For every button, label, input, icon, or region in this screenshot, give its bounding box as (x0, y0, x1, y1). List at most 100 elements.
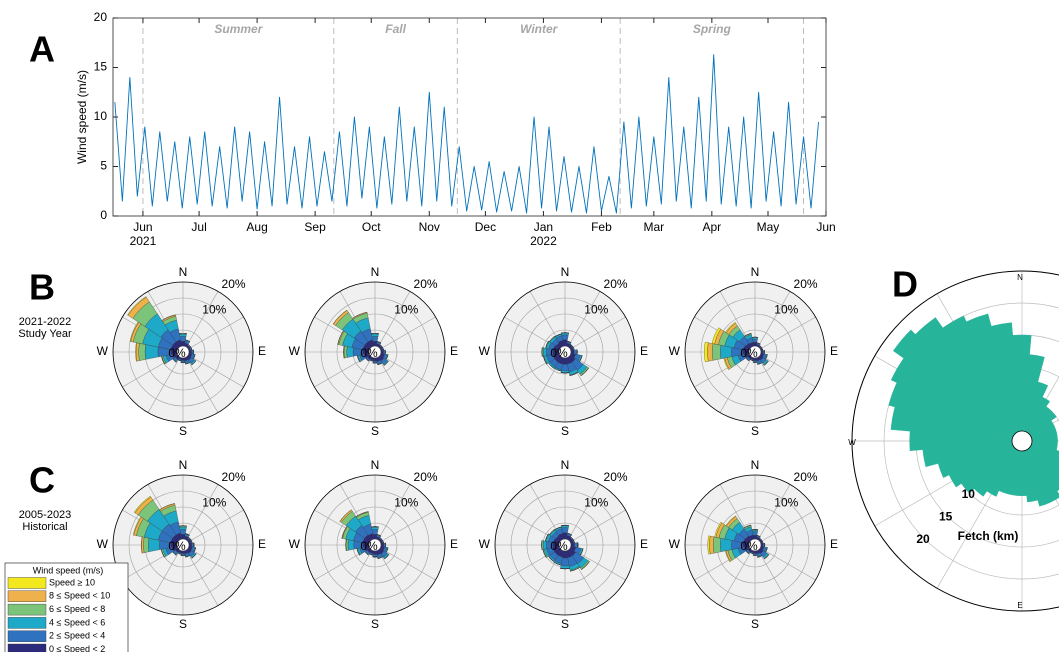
compass-label: W (669, 537, 681, 551)
compass-label: W (479, 344, 491, 358)
x-tick-label: Dec (475, 220, 496, 234)
compass-label: E (640, 344, 648, 358)
legend-swatch (7, 590, 47, 602)
compass-label: W (479, 537, 491, 551)
rose-segment (177, 359, 182, 362)
season-label: Fall (385, 22, 406, 36)
compass-label: S (751, 617, 759, 631)
rose-frame (494, 474, 636, 616)
rose-segment (159, 503, 175, 511)
rose-segment (561, 334, 569, 341)
rose-segment (764, 554, 770, 560)
legend-label: 6 ≤ Speed < 8 (49, 604, 105, 614)
rose-segment (372, 554, 378, 557)
rose-segment (371, 527, 379, 530)
panel-label: A (29, 29, 55, 70)
legend-label: 4 ≤ Speed < 6 (49, 617, 105, 627)
compass-label: S (561, 424, 569, 438)
rose-segment (132, 516, 142, 536)
compass-label: N (1017, 273, 1023, 282)
rose-segment (179, 526, 187, 530)
rose-segment (752, 531, 758, 536)
rose-frame (112, 474, 254, 616)
compass-label: N (179, 265, 188, 279)
fetch-tick-label: 15 (939, 510, 953, 524)
rose-segment (377, 341, 382, 344)
rose-segment (567, 533, 572, 536)
compass-label: W (669, 344, 681, 358)
rose-frame (304, 281, 446, 423)
x-tick-label: Feb (591, 220, 612, 234)
rose-segment (752, 338, 758, 343)
rose-segment (713, 536, 722, 554)
rose-segment (377, 362, 383, 365)
compass-label: E (640, 537, 648, 551)
rose-spoke (719, 544, 756, 606)
rose-spoke (374, 484, 411, 546)
rose-segment (148, 538, 161, 552)
rose-segment (560, 565, 570, 569)
rose-segment (339, 509, 352, 522)
wind-speed-line (114, 54, 819, 214)
rose-segment (752, 553, 758, 556)
rose-segment (561, 527, 569, 534)
compass-label: W (97, 344, 109, 358)
rose-spoke (339, 351, 376, 413)
r-tick-label: 10% (584, 303, 608, 317)
compass-label: E (258, 344, 266, 358)
y-tick-label: 5 (100, 159, 107, 173)
rose-segment (761, 540, 764, 544)
compass-label: E (450, 344, 458, 358)
compass-label: S (561, 617, 569, 631)
rose-segment (725, 322, 736, 333)
rose-segment (352, 312, 368, 319)
rose-center (748, 538, 762, 552)
rose-center (368, 345, 382, 359)
rose-segment (191, 360, 197, 366)
rose-segment (191, 349, 194, 355)
x-tick-label: Mar (643, 220, 664, 234)
compass-label: S (179, 617, 187, 631)
compass-label: E (450, 537, 458, 551)
r-tick-label: 10% (202, 496, 226, 510)
rose-segment (707, 342, 714, 362)
r-tick-label: 10% (394, 496, 418, 510)
compass-label: E (258, 537, 266, 551)
compass-label: S (179, 424, 187, 438)
rose-spoke (182, 316, 244, 353)
rose-segment (177, 552, 182, 555)
rose-segment (573, 349, 577, 355)
rose-segment (711, 327, 721, 345)
rose-segment (332, 309, 348, 325)
compass-label: N (179, 458, 188, 472)
rose-spoke (754, 316, 816, 353)
r-tick-label: 10% (394, 303, 418, 317)
rose-segment (138, 343, 146, 361)
rose-spoke (719, 351, 756, 413)
r-tick-label: 20% (414, 277, 438, 291)
rose-center (176, 538, 190, 552)
legend-swatch (7, 577, 47, 589)
x-tick-label: Nov (419, 220, 440, 234)
year-label: 2022 (530, 234, 557, 248)
rose-segment (704, 341, 709, 363)
fetch-axis-title: Fetch (km) (958, 529, 1019, 543)
rose-segment (369, 359, 374, 362)
rose-segment (709, 535, 715, 555)
season-label: Spring (693, 22, 732, 36)
r-tick-label: 20% (414, 470, 438, 484)
r-tick-label: 0% (740, 346, 758, 360)
rose-segment (191, 542, 194, 548)
r-tick-label: 10% (774, 496, 798, 510)
rose-center (558, 345, 572, 359)
rose-segment (561, 525, 569, 528)
y-tick-label: 15 (94, 60, 108, 74)
rose-spoke (374, 509, 436, 546)
row-caption: Study Year (18, 328, 72, 340)
fetch-tick-label: 10 (962, 487, 976, 501)
rose-spoke (754, 484, 791, 546)
rose-segment (549, 529, 555, 535)
panel-label: D (892, 264, 918, 305)
y-tick-label: 10 (94, 109, 108, 123)
